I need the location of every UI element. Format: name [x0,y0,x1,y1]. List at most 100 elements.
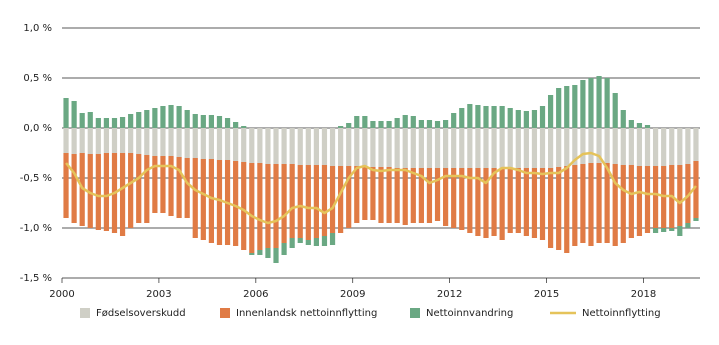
bar [370,121,376,128]
bar [241,126,247,128]
bar [152,108,158,128]
bar [71,154,77,223]
bar [652,166,659,228]
bar [378,121,384,128]
bar [426,128,433,168]
x-tick-label: 2006 [243,289,268,300]
bar [321,236,328,246]
bar [620,128,626,165]
bar [426,168,433,223]
bar [63,98,69,128]
bar [483,106,489,128]
y-tick-label: -1,0 % [20,223,52,234]
bar [208,115,215,128]
bar [483,168,489,238]
bar [434,168,441,221]
bar [111,118,118,128]
bar [531,110,538,128]
bar [386,167,392,223]
bar [79,128,85,153]
bar [491,128,497,168]
bar [160,128,166,156]
bar [580,164,586,243]
bar [362,167,368,220]
bar [241,128,247,162]
bar [636,123,643,128]
bar [354,116,360,128]
bar [273,248,279,263]
bar [297,165,303,238]
bar [297,128,303,165]
bar [338,126,344,128]
bar [394,118,400,128]
legend-swatch [410,308,420,318]
bar [128,128,134,153]
bar [491,106,497,128]
bar [249,253,255,255]
bar [443,120,449,128]
bar [103,118,110,128]
bar [71,101,77,128]
bar [265,248,271,258]
bar [152,156,158,213]
bar [362,128,368,167]
bar [507,168,513,233]
bar [556,88,562,128]
bar [588,163,594,246]
bar [572,128,578,165]
bar [281,243,287,255]
bar [338,166,344,233]
bar [71,128,77,154]
bar [523,111,529,128]
bar [192,114,198,128]
y-tick-label: 0,5 % [23,73,52,84]
bar [136,112,142,128]
bar [233,122,239,128]
bar [467,168,473,233]
bar [281,128,287,164]
bar [628,128,634,165]
bar [329,128,336,166]
bar [515,110,521,128]
bar [176,106,182,128]
bar [184,128,190,158]
bar [604,128,610,163]
bar [402,128,408,168]
bar [547,128,554,168]
bar [87,112,93,128]
bar [669,228,675,231]
bar [677,226,683,236]
bar [491,168,497,236]
bar [636,128,643,166]
bar [329,166,336,233]
bar [321,128,328,165]
bar [507,128,513,168]
bar [685,128,691,164]
bar [467,104,473,128]
bar [669,128,675,165]
legend-label: Nettoinnvandring [426,308,513,319]
bar [547,95,554,128]
bar [499,168,505,240]
bar [564,166,570,253]
bar [224,128,231,160]
bar [418,120,424,128]
bar [499,106,505,128]
bar [612,164,618,246]
bar [103,128,110,153]
legend-swatch [220,308,230,318]
bar [87,128,93,154]
bar [241,162,247,250]
bar [386,128,392,167]
y-tick-label: -1,5 % [20,273,52,284]
legend-swatch [80,308,90,318]
bar [451,168,457,228]
bar [184,110,190,128]
bar [644,128,651,166]
bar [168,156,174,216]
bar [354,128,360,166]
bar [459,128,465,168]
bar [192,158,198,238]
bar [652,128,659,166]
bar [475,128,481,168]
